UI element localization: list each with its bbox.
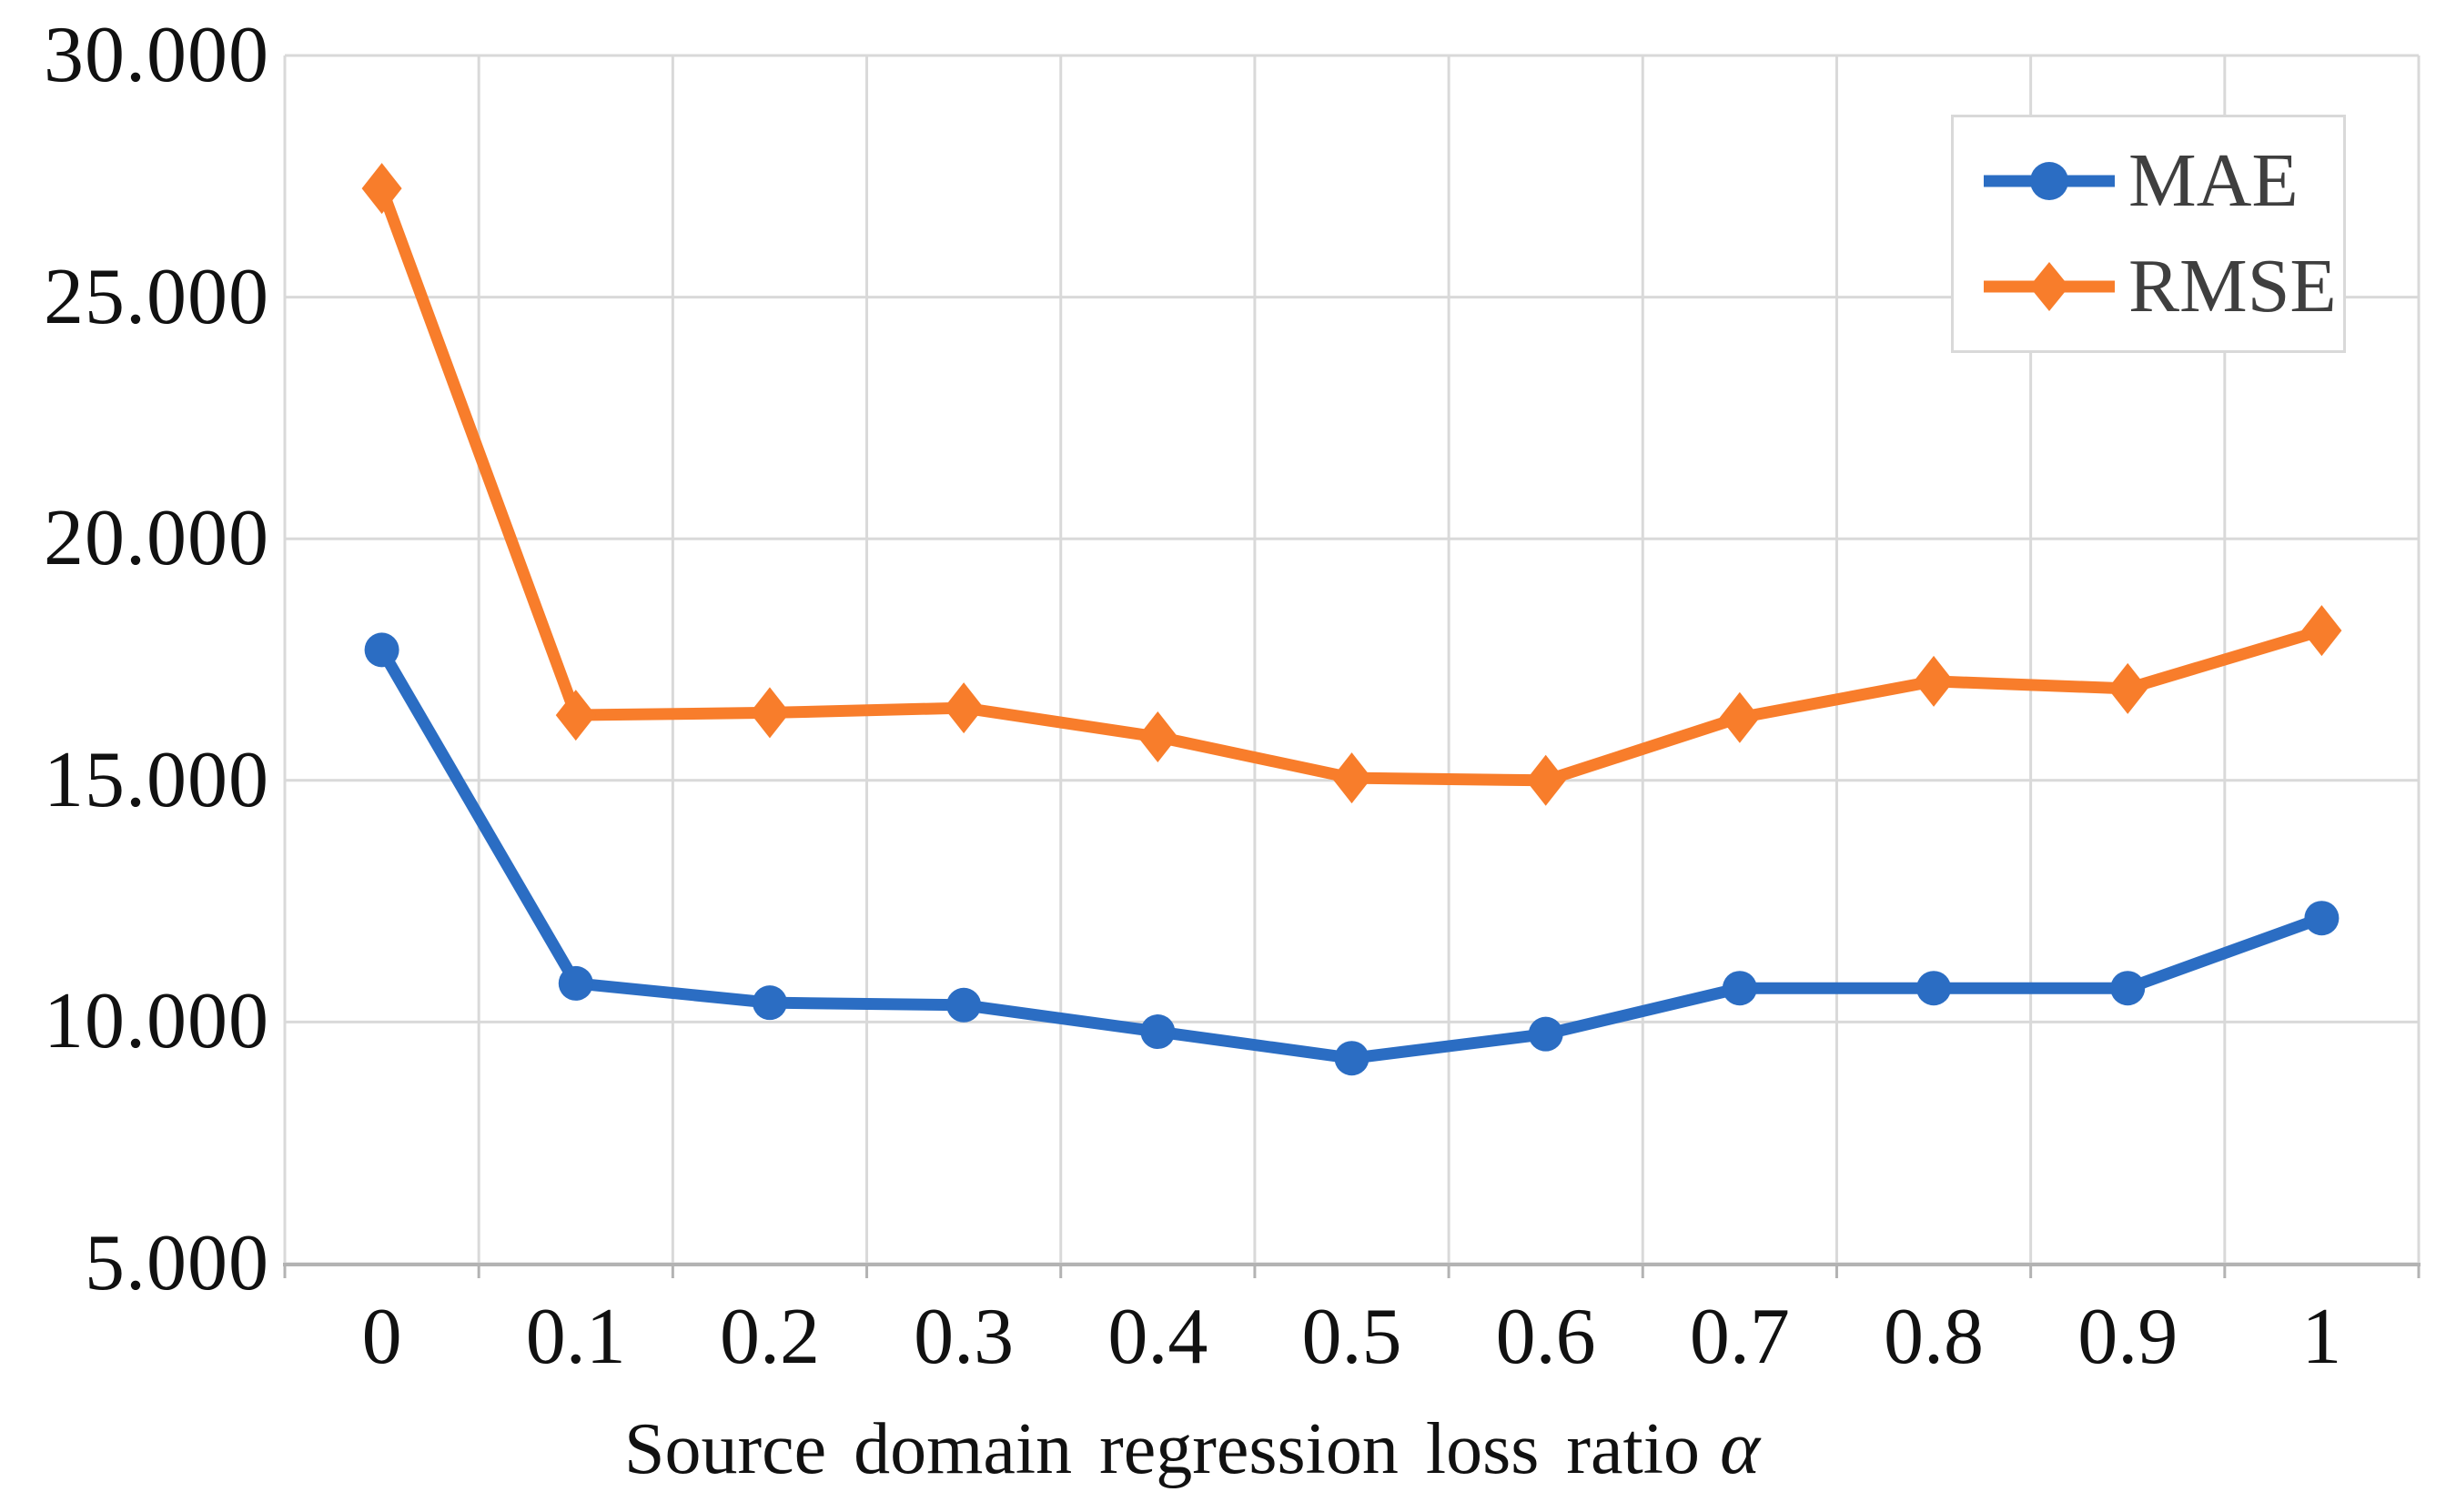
rmse-data-point <box>1137 711 1178 762</box>
mae-line-marker-icon <box>1984 162 2115 201</box>
rmse-line-marker-icon <box>1984 261 2115 311</box>
mae-data-point <box>2304 901 2340 936</box>
mae-data-point <box>1334 1041 1369 1076</box>
rmse-data-point <box>555 690 596 741</box>
rmse-data-point <box>1719 691 1760 743</box>
x-axis-tick-label: 0.3 <box>914 1293 1015 1381</box>
y-axis-tick-label: 15.000 <box>44 735 269 824</box>
x-axis-tick-label: 0.5 <box>1301 1293 1402 1381</box>
rmse-data-point <box>944 682 985 734</box>
alpha-symbol: α <box>1719 1406 1761 1490</box>
x-axis-tick-label: 0.8 <box>1884 1293 1985 1381</box>
mae-data-point <box>946 987 982 1023</box>
rmse-data-point <box>361 163 402 215</box>
mae-data-point <box>1916 971 1952 1006</box>
rmse-data-point <box>2107 662 2148 714</box>
x-axis-tick-label: 0.4 <box>1107 1293 1208 1381</box>
mae-data-point <box>1722 971 1757 1006</box>
y-axis-tick-label: 30.000 <box>44 11 269 99</box>
x-axis-tick-label: 0.7 <box>1689 1293 1790 1381</box>
x-axis-title: Source domain regression loss ratio α <box>555 1401 1829 1497</box>
legend-label-mae: MAE <box>2128 138 2299 224</box>
rmse-data-point <box>2301 605 2342 657</box>
x-axis-tick-label: 0.6 <box>1495 1293 1596 1381</box>
mae-data-point <box>364 632 399 668</box>
rmse-data-point <box>1331 752 1372 804</box>
legend-label-rmse: RMSE <box>2128 243 2337 328</box>
legend: MAE RMSE <box>1951 115 2346 353</box>
mae-data-point <box>752 985 787 1021</box>
legend-item-mae: MAE <box>1981 140 2343 222</box>
x-axis-tick-label: 1 <box>2301 1293 2342 1381</box>
y-axis-tick-label: 25.000 <box>44 252 269 341</box>
x-axis-tick-label: 0 <box>361 1293 402 1381</box>
rmse-data-point <box>1914 655 1955 707</box>
x-axis-title-text: Source domain regression loss ratio <box>623 1409 1700 1489</box>
x-axis-tick-label: 0.1 <box>525 1293 626 1381</box>
y-axis-tick-label: 10.000 <box>44 977 269 1066</box>
rmse-data-point <box>749 687 790 739</box>
mae-data-point <box>558 965 593 1001</box>
mae-data-point <box>1140 1014 1176 1050</box>
y-axis-tick-label: 5.000 <box>85 1219 269 1307</box>
rmse-data-point <box>1525 754 1566 806</box>
legend-item-rmse: RMSE <box>1981 243 2343 328</box>
y-axis-tick-label: 20.000 <box>44 494 269 583</box>
x-axis-tick-label: 0.9 <box>2077 1293 2178 1381</box>
mae-data-point <box>2110 971 2146 1006</box>
mae-data-point <box>1528 1016 1563 1052</box>
x-axis-tick-label: 0.2 <box>719 1293 820 1381</box>
